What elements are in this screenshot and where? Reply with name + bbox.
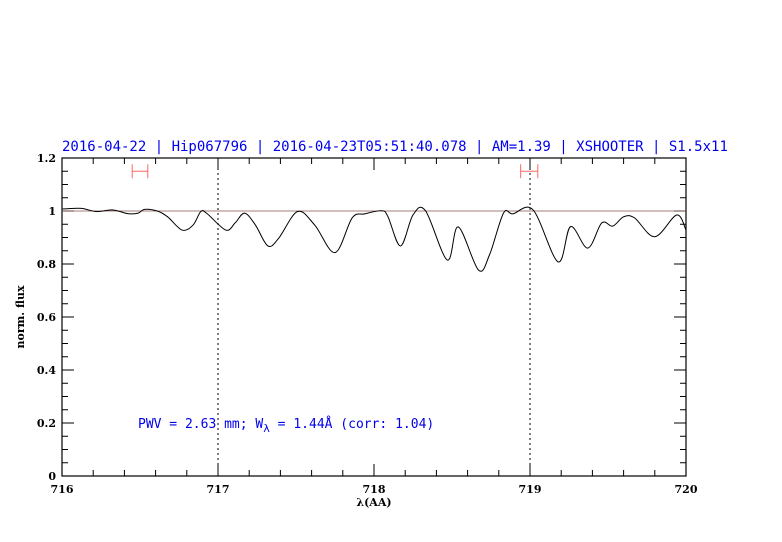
- x-tick-label: 719: [519, 483, 542, 496]
- annotation-prefix: PWV = 2.63 mm; W: [138, 417, 263, 432]
- y-tick-label: 0.2: [37, 417, 56, 430]
- annotation-subscript: λ: [263, 422, 270, 435]
- y-tick-label: 1: [48, 205, 56, 218]
- annotation-suffix: = 1.44Å (corr: 1.04): [270, 416, 434, 432]
- x-tick-label: 716: [51, 483, 74, 496]
- x-tick-label: 720: [675, 483, 698, 496]
- x-tick-label: 717: [207, 483, 230, 496]
- x-tick-label: 718: [363, 483, 386, 496]
- y-tick-label: 0.6: [37, 311, 56, 324]
- spectrum-line: [61, 206, 687, 272]
- y-tick-label: 0.4: [37, 364, 56, 377]
- pwv-annotation: PWV = 2.63 mm; Wλ = 1.44Å (corr: 1.04): [138, 416, 434, 435]
- y-tick-label: 0: [48, 470, 56, 483]
- x-axis-label: λ(AA): [356, 496, 391, 509]
- y-axis-label: norm. flux: [14, 285, 27, 348]
- y-tick-label: 1.2: [37, 152, 56, 165]
- y-tick-label: 0.8: [37, 258, 56, 271]
- chart-title: 2016-04-22 | Hip067796 | 2016-04-23T05:5…: [62, 139, 728, 155]
